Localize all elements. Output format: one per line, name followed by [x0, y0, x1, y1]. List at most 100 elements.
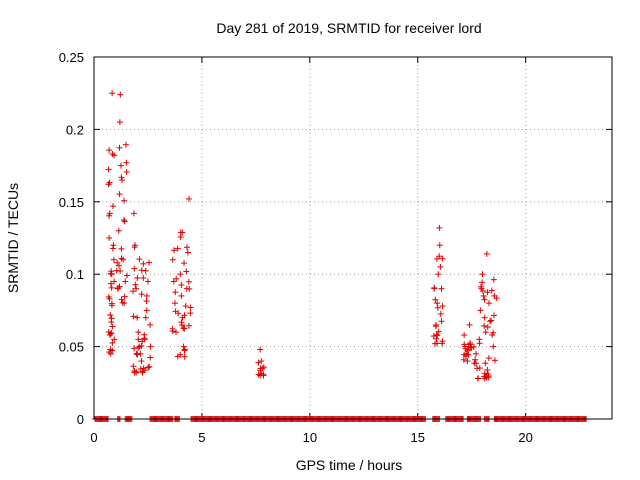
data-point — [485, 355, 492, 362]
data-point — [109, 245, 116, 252]
data-point — [180, 325, 187, 332]
data-point — [178, 281, 185, 288]
data-point — [432, 323, 439, 330]
data-point — [460, 356, 467, 363]
data-point — [109, 347, 116, 354]
data-point — [130, 288, 137, 295]
data-point — [117, 162, 124, 169]
data-point — [257, 365, 264, 372]
data-point — [177, 229, 184, 236]
data-point — [178, 319, 185, 326]
data-point — [187, 304, 194, 311]
data-point — [490, 343, 497, 350]
data-point — [480, 292, 487, 299]
x-tick-label: 0 — [90, 430, 97, 445]
data-point — [491, 357, 498, 364]
data-point — [434, 332, 441, 339]
data-point — [122, 141, 129, 148]
x-tick-label: 15 — [411, 430, 425, 445]
data-point — [473, 350, 480, 357]
data-point — [108, 315, 115, 322]
data-point — [436, 224, 443, 231]
data-point — [123, 272, 130, 279]
data-point — [481, 314, 488, 321]
data-point — [122, 278, 129, 285]
data-point — [185, 195, 192, 202]
data-point — [109, 151, 116, 158]
y-tick-label: 0.15 — [59, 195, 84, 210]
data-point — [121, 293, 128, 300]
data-point — [119, 177, 126, 184]
data-point — [484, 324, 491, 331]
data-point — [481, 296, 488, 303]
data-point — [183, 268, 190, 275]
data-point — [142, 267, 149, 274]
data-point — [485, 371, 492, 378]
data-point — [118, 245, 125, 252]
data-point — [111, 336, 118, 343]
data-point — [106, 235, 113, 241]
data-point — [143, 307, 150, 314]
data-point — [433, 335, 440, 342]
data-point — [482, 360, 489, 367]
data-point — [109, 203, 116, 210]
data-point — [138, 267, 145, 274]
data-point — [172, 308, 179, 315]
data-point — [116, 191, 123, 198]
data-point — [474, 375, 481, 382]
data-point — [260, 364, 267, 371]
data-point — [479, 279, 486, 286]
data-point — [106, 179, 113, 186]
data-point — [118, 296, 125, 303]
data-point — [467, 340, 474, 347]
data-point — [137, 365, 144, 372]
data-point — [145, 364, 152, 371]
data-point — [116, 119, 123, 126]
data-point — [140, 260, 147, 267]
data-point — [144, 278, 151, 285]
y-tick-label: 0.05 — [59, 340, 84, 355]
data-point — [171, 300, 178, 307]
data-point — [488, 317, 495, 324]
data-point — [135, 344, 142, 351]
data-point — [255, 359, 262, 366]
data-point — [173, 275, 180, 282]
data-point — [461, 332, 468, 339]
data-point — [106, 349, 113, 356]
data-point — [439, 303, 446, 310]
chart-title: Day 281 of 2019, SRMTID for receiver lor… — [216, 20, 481, 36]
data-point — [481, 375, 488, 382]
data-point — [186, 285, 193, 292]
data-point — [110, 256, 117, 263]
data-point — [146, 363, 153, 370]
data-point — [113, 267, 120, 274]
data-point — [484, 366, 491, 373]
data-point — [173, 329, 180, 336]
data-point — [147, 354, 154, 361]
data-point — [123, 159, 130, 166]
data-point — [115, 227, 122, 234]
data-point — [476, 365, 483, 372]
data-point — [258, 358, 265, 365]
data-point — [105, 166, 112, 173]
data-point — [140, 274, 147, 281]
data-point — [477, 307, 484, 314]
data-point — [107, 270, 114, 277]
data-point — [174, 353, 181, 360]
data-point — [107, 311, 114, 318]
data-point — [479, 287, 486, 294]
data-point — [141, 367, 148, 374]
data-point — [143, 292, 150, 299]
x-tick-label: 10 — [303, 430, 317, 445]
data-point — [138, 342, 145, 349]
data-point — [139, 338, 146, 345]
data-point — [435, 328, 442, 335]
data-point — [143, 298, 150, 305]
data-point — [437, 263, 444, 270]
data-point — [472, 356, 479, 363]
data-point — [484, 289, 491, 296]
data-point — [131, 265, 138, 272]
data-point — [109, 339, 116, 346]
data-point — [184, 249, 191, 256]
data-point — [117, 91, 124, 98]
